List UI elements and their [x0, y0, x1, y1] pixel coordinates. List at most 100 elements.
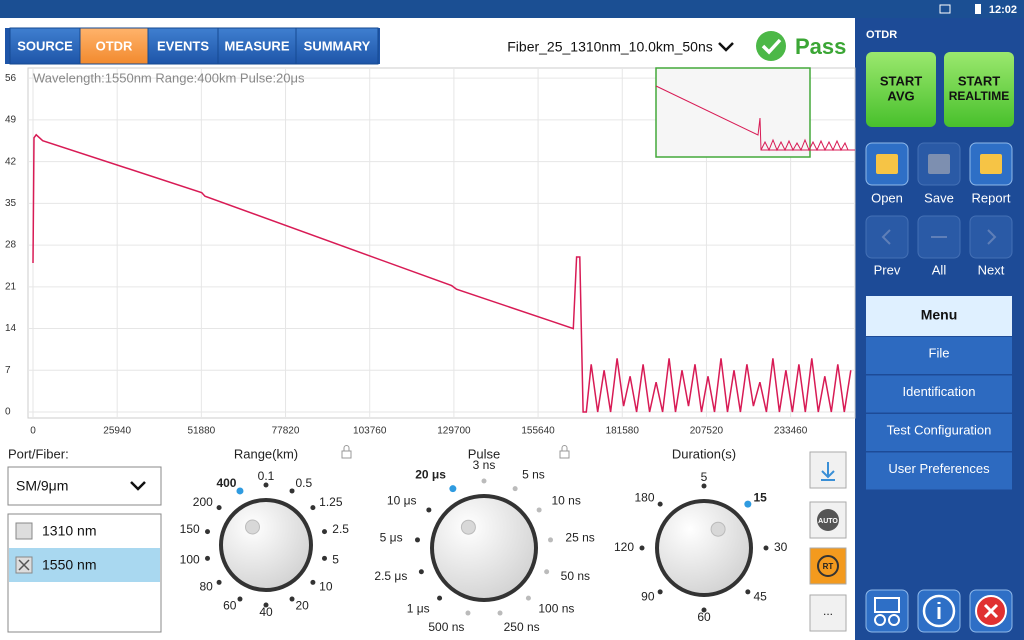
dial-option[interactable]: 20 [296, 598, 310, 612]
dial-option[interactable]: 10 μs [387, 494, 417, 508]
menu-item-label: Identification [903, 384, 976, 399]
dial-option[interactable]: 2.5 μs [374, 569, 407, 583]
dial-option[interactable]: 5 ns [522, 468, 545, 482]
dial-dot [701, 483, 707, 489]
dial-option[interactable]: 500 ns [428, 620, 464, 634]
x-tick-label: 129700 [437, 426, 471, 437]
dial-dot [426, 507, 432, 513]
dial-dot [310, 505, 316, 511]
battery-icon [975, 4, 981, 14]
tab[interactable] [217, 27, 297, 65]
menu-item[interactable] [866, 375, 1012, 413]
dial-knob[interactable] [430, 494, 538, 602]
start-avg-label: AVG [887, 88, 914, 103]
dial-option[interactable]: 2.5 [332, 522, 349, 536]
panel-button-label: Report [971, 190, 1010, 205]
checkbox[interactable] [15, 522, 33, 540]
dial-option[interactable]: 40 [259, 605, 273, 619]
dial-dot [639, 545, 645, 551]
tab[interactable] [295, 27, 379, 65]
menu-item[interactable] [866, 452, 1012, 490]
dial-option[interactable]: 1 μs [407, 602, 430, 616]
panel-button [865, 215, 909, 259]
dial-dot [289, 596, 295, 602]
dial-option[interactable]: 100 [180, 552, 200, 566]
dial-dot [657, 501, 663, 507]
overview-window[interactable] [655, 67, 811, 158]
dial-option[interactable]: 180 [634, 491, 654, 505]
menu-item[interactable] [866, 337, 1012, 374]
dial-option[interactable]: 45 [753, 590, 767, 604]
y-tick-label: 49 [5, 115, 17, 126]
panel-button-label: Open [871, 190, 903, 205]
lock-icon [561, 445, 568, 451]
dial-option[interactable]: 30 [774, 540, 788, 554]
dial-dot [205, 529, 211, 535]
dial-option[interactable]: 5 [701, 470, 708, 484]
dial-option[interactable]: 5 [332, 552, 339, 566]
dial-option[interactable]: 25 ns [565, 530, 594, 544]
dial-dot [657, 589, 663, 595]
dial-option[interactable]: 250 ns [504, 620, 540, 634]
rt-icon [817, 555, 839, 577]
tab[interactable] [147, 27, 219, 65]
dial-option[interactable]: 10 [319, 580, 333, 594]
rt-label: RT [823, 562, 834, 571]
dial-option[interactable]: 5 μs [380, 530, 403, 544]
dial-option[interactable]: 100 ns [538, 602, 574, 616]
dial-option[interactable]: 120 [614, 540, 634, 554]
dial-dot [536, 507, 542, 513]
lock-icon [559, 450, 570, 459]
cast-icon [939, 4, 951, 14]
menu-header [866, 296, 1012, 336]
start-avg-button[interactable] [866, 52, 936, 127]
dial-option[interactable]: 10 ns [551, 494, 580, 508]
dial-option[interactable]: 0.1 [258, 469, 275, 483]
trace-line [32, 133, 852, 413]
file-chevron[interactable] [718, 42, 734, 52]
trace [32, 133, 852, 413]
bottom-icons [865, 589, 1013, 633]
dial-option[interactable]: 1.25 [319, 495, 343, 509]
dial-option[interactable]: 90 [641, 590, 655, 604]
dial-option[interactable]: 150 [180, 522, 200, 536]
fiber-icon [888, 614, 900, 626]
dial-option[interactable]: 3 ns [473, 458, 496, 472]
y-tick-label: 21 [5, 281, 17, 292]
dial-option[interactable]: 60 [697, 610, 711, 624]
wavelength-label: 1310 nm [42, 523, 96, 539]
dial-dot [310, 579, 316, 585]
dial-dot [449, 485, 457, 493]
dial-option[interactable]: 15 [753, 491, 767, 505]
pass-icon [756, 31, 786, 61]
x-tick-label: 77820 [272, 426, 300, 437]
dial-option[interactable]: 80 [199, 580, 213, 594]
tabs: SOURCE OTDR EVENTS MEASURE SUMMARY [9, 27, 379, 65]
dial-option[interactable]: 0.5 [296, 476, 313, 490]
tab-label: EVENTS [157, 38, 209, 53]
fiber-icon [874, 614, 886, 626]
more-button[interactable] [809, 594, 847, 632]
y-tick-label: 14 [5, 323, 17, 334]
y-tick-label: 28 [5, 240, 17, 251]
panel-button-label: All [932, 262, 947, 277]
menu: File Identification Test Configuration User… [866, 337, 1012, 490]
menu-item[interactable] [866, 414, 1012, 451]
dial-dot [414, 537, 420, 543]
dial-option[interactable]: 400 [216, 476, 236, 490]
x-tick-label: 0 [30, 426, 36, 437]
dial-knob[interactable] [655, 499, 753, 597]
x-tick-label: 207520 [690, 426, 724, 437]
start-realtime-button[interactable] [944, 52, 1014, 127]
file-name[interactable]: Fiber_25_1310nm_10.0km_50ns [507, 39, 712, 55]
dial-knob[interactable] [219, 498, 313, 592]
realtime-button[interactable] [809, 547, 847, 585]
dial-dot [289, 488, 295, 494]
dial-option[interactable]: 200 [193, 495, 213, 509]
dial-option[interactable]: 60 [223, 598, 237, 612]
wavelength-label: 1550 nm [42, 557, 96, 573]
dial-option[interactable]: 50 ns [561, 569, 590, 583]
fiber-icon [874, 597, 900, 613]
dial-option[interactable]: 20 μs [415, 468, 446, 482]
dial-dot [418, 569, 424, 575]
